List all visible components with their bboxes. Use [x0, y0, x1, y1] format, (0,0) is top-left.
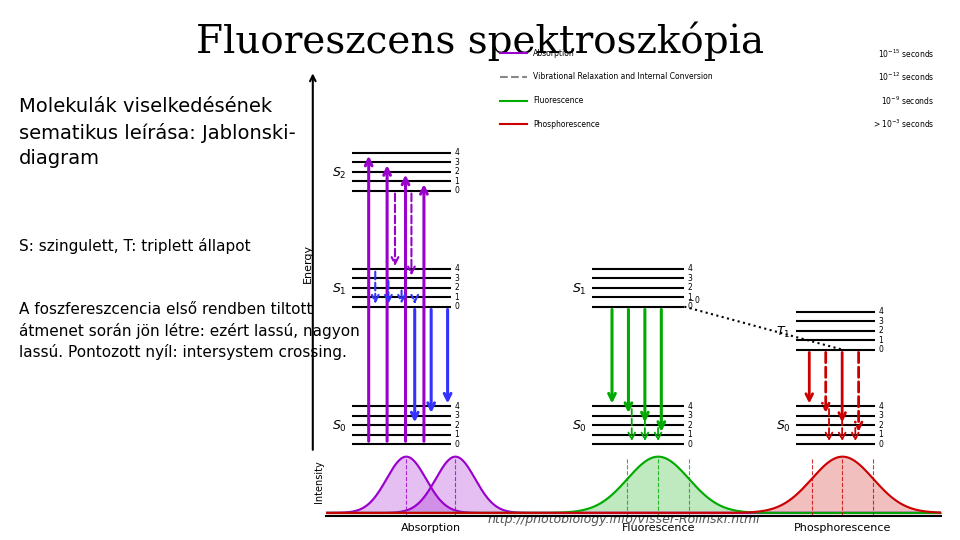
Text: 4: 4	[454, 265, 459, 273]
Text: 3: 3	[454, 411, 459, 420]
Text: A foszfereszcencia első rendben tiltott
átmenet során jön létre: ezért lassú, na: A foszfereszcencia első rendben tiltott …	[19, 302, 360, 360]
Text: Absorption: Absorption	[533, 49, 575, 58]
Text: $>10^{-3}$ seconds: $>10^{-3}$ seconds	[872, 118, 934, 131]
Text: Fluoreszcens spektroszkópia: Fluoreszcens spektroszkópia	[196, 22, 764, 61]
Text: 2: 2	[454, 284, 459, 292]
Text: 0: 0	[878, 440, 883, 449]
Text: 4: 4	[454, 148, 459, 158]
Text: 0: 0	[454, 440, 459, 449]
Text: $S_0$: $S_0$	[776, 420, 791, 434]
Text: 1: 1	[878, 336, 883, 345]
Text: 1: 1	[687, 430, 692, 439]
Text: $T_1$: $T_1$	[777, 325, 791, 340]
Text: Energy: Energy	[303, 244, 313, 284]
Text: 0: 0	[454, 302, 459, 311]
Text: http://photobiology.info/Visser-Rolinski.html: http://photobiology.info/Visser-Rolinski…	[488, 514, 760, 526]
Text: $S_2$: $S_2$	[332, 166, 347, 181]
Text: 4: 4	[878, 402, 883, 411]
Text: 1: 1	[687, 293, 692, 302]
Text: $S_0$: $S_0$	[332, 420, 347, 434]
Text: 2: 2	[878, 421, 883, 430]
Text: 4: 4	[878, 307, 883, 316]
Text: Absorption: Absorption	[400, 523, 461, 533]
Text: 4: 4	[687, 402, 692, 411]
Text: 2: 2	[454, 421, 459, 430]
Text: 4: 4	[687, 265, 692, 273]
Text: Phosphorescence: Phosphorescence	[794, 523, 891, 533]
Text: $10^{-15}$ seconds: $10^{-15}$ seconds	[877, 47, 934, 59]
Text: 3: 3	[878, 411, 883, 420]
Text: Molekulák viselkedésének
sematikus leírása: Jablonski-
diagram: Molekulák viselkedésének sematikus leírá…	[19, 97, 296, 167]
Text: S: szingulett, T: triplett állapot: S: szingulett, T: triplett állapot	[19, 238, 251, 254]
Text: Vibrational Relaxation and Internal Conversion: Vibrational Relaxation and Internal Conv…	[533, 72, 712, 82]
Text: 0: 0	[687, 440, 692, 449]
Text: 0: 0	[687, 302, 692, 311]
Text: 3: 3	[454, 158, 459, 167]
Text: ─ 0: ─ 0	[687, 295, 700, 305]
Text: 2: 2	[687, 421, 692, 430]
Y-axis label: Intensity: Intensity	[314, 461, 324, 503]
Text: 1: 1	[454, 177, 459, 186]
Text: 3: 3	[454, 274, 459, 283]
Text: $S_1$: $S_1$	[332, 282, 347, 297]
Text: 3: 3	[687, 411, 692, 420]
Text: $10^{-9}$ seconds: $10^{-9}$ seconds	[881, 94, 934, 107]
Text: 1: 1	[878, 430, 883, 439]
Text: 0: 0	[878, 345, 883, 354]
Text: 0: 0	[454, 186, 459, 195]
Text: $10^{-12}$ seconds: $10^{-12}$ seconds	[877, 71, 934, 83]
Text: 2: 2	[454, 167, 459, 177]
Text: Phosphorescence: Phosphorescence	[533, 120, 600, 129]
Text: 4: 4	[454, 402, 459, 411]
Text: 2: 2	[878, 326, 883, 335]
Text: Fluorescence: Fluorescence	[533, 96, 584, 105]
Text: 1: 1	[454, 430, 459, 439]
Text: $S_0$: $S_0$	[572, 420, 587, 434]
Text: 3: 3	[878, 317, 883, 326]
Text: 3: 3	[687, 274, 692, 283]
Text: 2: 2	[687, 284, 692, 292]
Text: 1: 1	[454, 293, 459, 302]
Text: Fluorescence: Fluorescence	[621, 523, 695, 533]
Text: $S_1$: $S_1$	[572, 282, 587, 297]
